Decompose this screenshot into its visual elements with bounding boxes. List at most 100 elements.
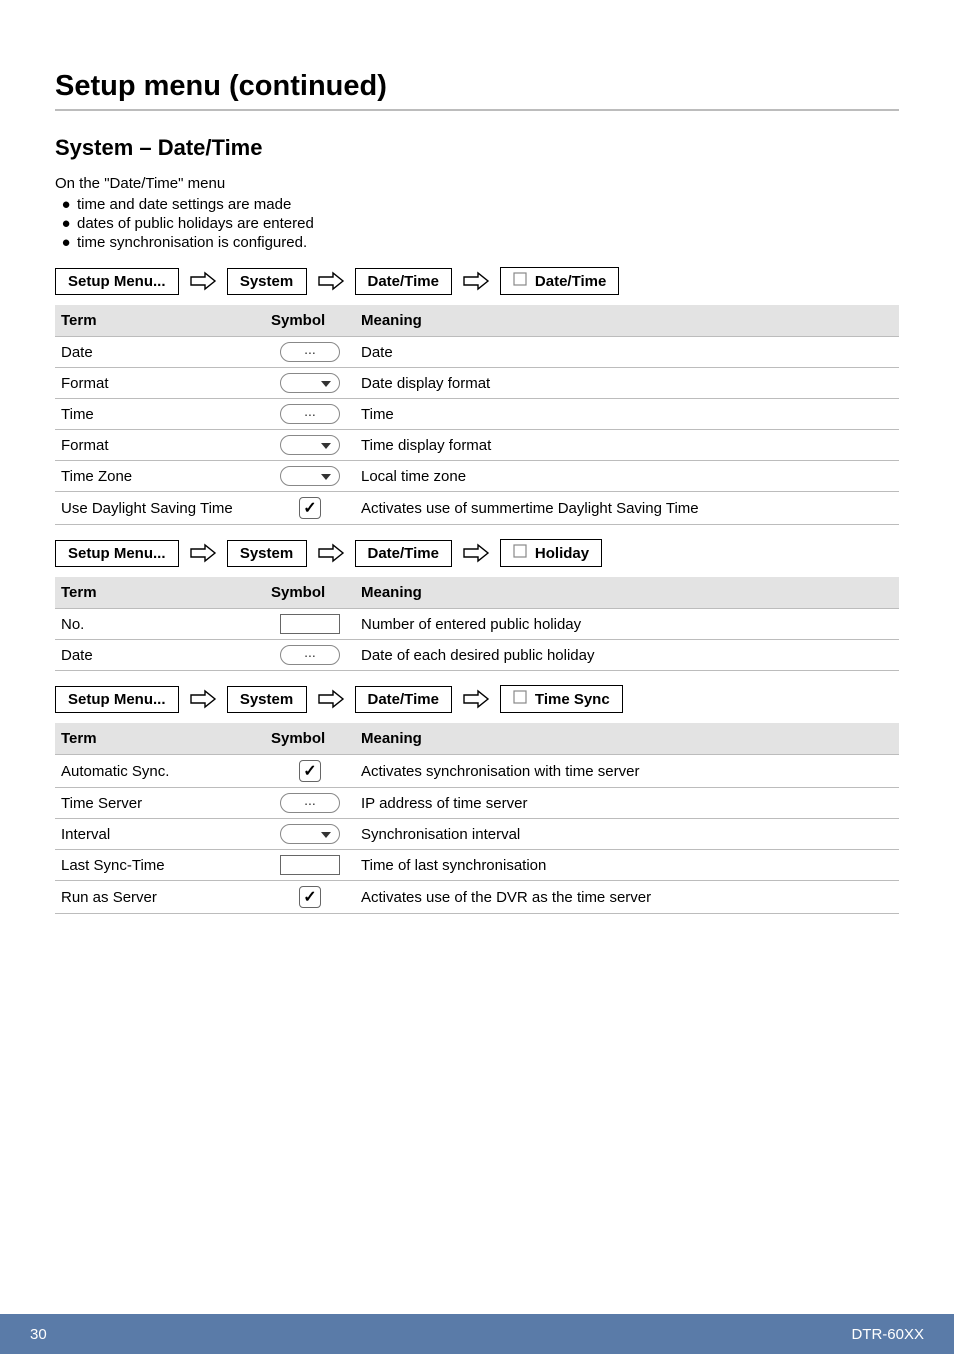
doc-id: DTR-60XX <box>851 1326 924 1343</box>
bullet-list: ●time and date settings are made ●dates … <box>55 196 899 251</box>
bullet-dot-icon: ● <box>55 215 77 232</box>
readonly-field-icon <box>280 614 340 634</box>
table-row: Time ZoneLocal time zone <box>55 461 899 492</box>
cell-term: Automatic Sync. <box>55 755 265 788</box>
cell-meaning: Activates use of summertime Daylight Sav… <box>355 492 899 525</box>
crumb-datetime: Date/Time <box>355 268 452 295</box>
table-row: Run as Server✓Activates use of the DVR a… <box>55 881 899 914</box>
table-datetime: Term Symbol Meaning DateDateFormatDate d… <box>55 305 899 525</box>
crumb-label: Holiday <box>535 545 589 562</box>
cell-symbol <box>265 819 355 850</box>
page-footer: 30 DTR-60XX <box>0 1314 954 1354</box>
cell-meaning: Local time zone <box>355 461 899 492</box>
crumb-timesync-leaf: Time Sync <box>500 685 623 713</box>
checkbox-icon: ✓ <box>299 497 321 519</box>
cell-term: Interval <box>55 819 265 850</box>
cell-symbol <box>265 461 355 492</box>
table-row: Interval Synchronisation interval <box>55 819 899 850</box>
table-row: No.Number of entered public holiday <box>55 609 899 640</box>
checkbox-icon: ✓ <box>299 886 321 908</box>
ellipsis-field-icon <box>280 404 340 424</box>
main-title: Setup menu (continued) <box>55 70 899 111</box>
ellipsis-field-icon <box>280 342 340 362</box>
th-term: Term <box>55 305 265 337</box>
arrow-icon <box>462 541 490 565</box>
crumb-setup-menu: Setup Menu... <box>55 268 179 295</box>
breadcrumb-datetime: Setup Menu... System Date/Time Date/Time <box>55 267 899 295</box>
cell-meaning: Activates synchronisation with time serv… <box>355 755 899 788</box>
table-row: Use Daylight Saving Time✓Activates use o… <box>55 492 899 525</box>
arrow-icon <box>189 687 217 711</box>
table-row: Automatic Sync. ✓ Activates synchronisatio… <box>55 755 899 788</box>
cell-symbol: ✓ <box>265 492 355 525</box>
arrow-icon <box>462 269 490 293</box>
crumb-system: System <box>227 540 307 567</box>
cell-symbol: ✓ <box>265 755 355 788</box>
document-icon <box>513 690 527 708</box>
arrow-icon <box>189 541 217 565</box>
document-icon <box>513 544 527 562</box>
arrow-icon <box>317 541 345 565</box>
arrow-icon <box>462 687 490 711</box>
cell-meaning: Date display format <box>355 368 899 399</box>
table-row: Last Sync-Time Time of last synchronisati… <box>55 850 899 881</box>
arrow-icon <box>189 269 217 293</box>
crumb-datetime: Date/Time <box>355 540 452 567</box>
th-symbol: Symbol <box>265 577 355 609</box>
table-row: Date Date <box>55 337 899 368</box>
cell-symbol <box>265 850 355 881</box>
bullet-item: dates of public holidays are entered <box>77 215 314 232</box>
crumb-datetime: Date/Time <box>355 686 452 713</box>
cell-meaning: Date <box>355 337 899 368</box>
cell-meaning: Time display format <box>355 430 899 461</box>
bullet-dot-icon: ● <box>55 196 77 213</box>
table-row: Date Date of each desired public holiday <box>55 640 899 671</box>
cell-term: No. <box>55 609 265 640</box>
table-row: FormatTime display format <box>55 430 899 461</box>
ellipsis-field-icon <box>280 793 340 813</box>
ellipsis-field-icon <box>280 645 340 665</box>
table-row: Format Date display format <box>55 368 899 399</box>
cell-symbol <box>265 368 355 399</box>
crumb-label: Date/Time <box>535 273 606 290</box>
cell-term: Last Sync-Time <box>55 850 265 881</box>
crumb-system: System <box>227 268 307 295</box>
table-row: Time Time <box>55 399 899 430</box>
cell-term: Date <box>55 640 265 671</box>
th-meaning: Meaning <box>355 305 899 337</box>
cell-meaning: Date of each desired public holiday <box>355 640 899 671</box>
cell-meaning: IP address of time server <box>355 788 899 819</box>
cell-symbol <box>265 788 355 819</box>
th-term: Term <box>55 577 265 609</box>
page-number: 30 <box>30 1326 47 1343</box>
checkbox-icon: ✓ <box>299 760 321 782</box>
table-row: Time Server IP address of time server <box>55 788 899 819</box>
bullet-item: time synchronisation is configured. <box>77 234 307 251</box>
table-timesync: Term Symbol Meaning Automatic Sync.✓Acti… <box>55 723 899 914</box>
crumb-setup-menu: Setup Menu... <box>55 540 179 567</box>
cell-meaning: Time of last synchronisation <box>355 850 899 881</box>
document-icon <box>513 272 527 290</box>
th-meaning: Meaning <box>355 723 899 755</box>
crumb-label: Time Sync <box>535 691 610 708</box>
cell-meaning: Time <box>355 399 899 430</box>
arrow-icon <box>317 269 345 293</box>
cell-term: Time Server <box>55 788 265 819</box>
dropdown-field-icon <box>280 435 340 455</box>
cell-term: Time <box>55 399 265 430</box>
cell-term: Format <box>55 368 265 399</box>
cell-meaning: Synchronisation interval <box>355 819 899 850</box>
arrow-icon <box>317 687 345 711</box>
cell-symbol <box>265 430 355 461</box>
sub-title: System – Date/Time <box>55 135 899 161</box>
breadcrumb-holiday: Setup Menu... System Date/Time Holiday <box>55 539 899 567</box>
th-meaning: Meaning <box>355 577 899 609</box>
cell-term: Date <box>55 337 265 368</box>
cell-symbol <box>265 337 355 368</box>
crumb-setup-menu: Setup Menu... <box>55 686 179 713</box>
breadcrumb-timesync: Setup Menu... System Date/Time Time Sync <box>55 685 899 713</box>
readonly-field-icon <box>280 855 340 875</box>
cell-symbol <box>265 640 355 671</box>
dropdown-field-icon <box>280 373 340 393</box>
crumb-system: System <box>227 686 307 713</box>
